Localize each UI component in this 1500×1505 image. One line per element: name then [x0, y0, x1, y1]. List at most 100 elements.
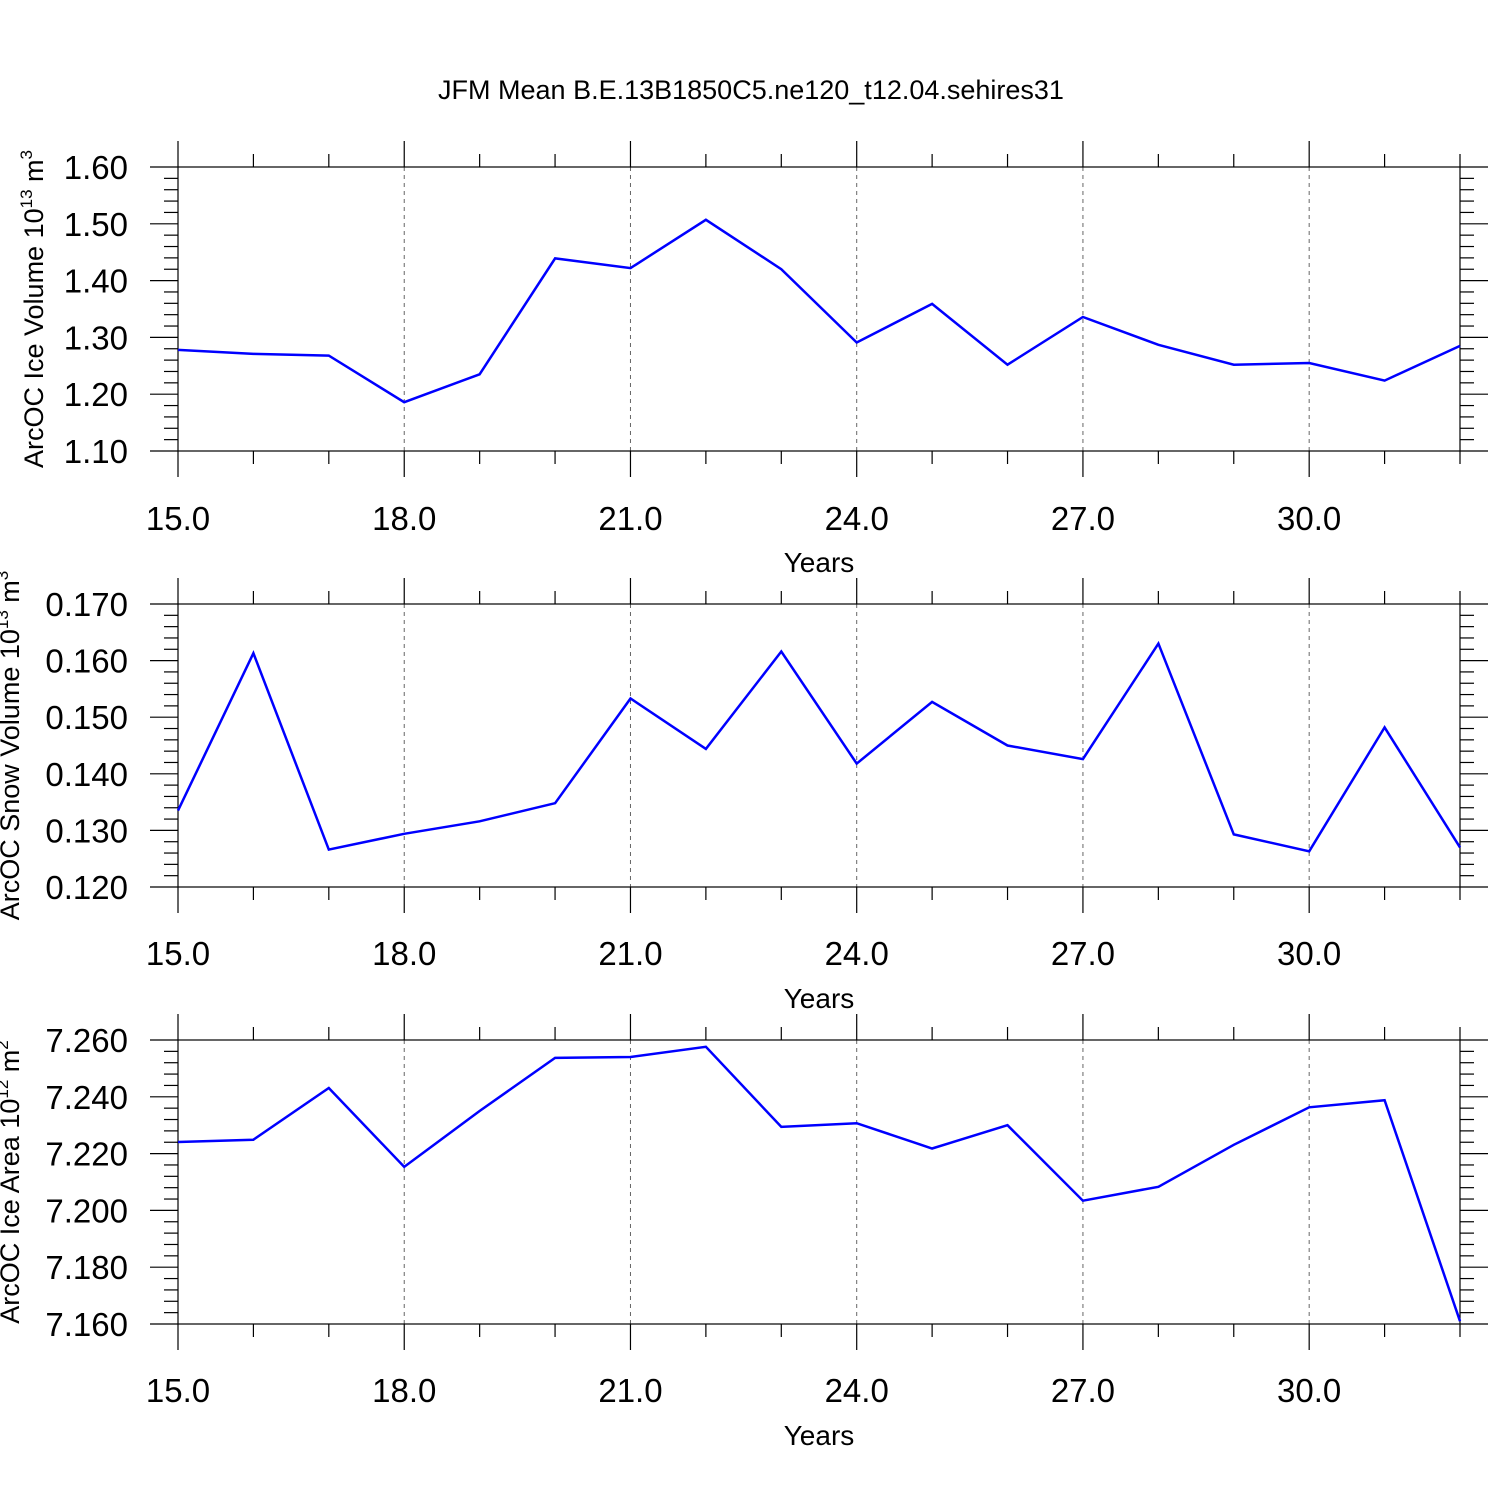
y-axis-label: ArcOC Ice Area 1012 m2: [0, 1040, 25, 1324]
data-point: [856, 1122, 858, 1124]
x-tick-label: 30.0: [1277, 1372, 1341, 1409]
data-point: [177, 349, 179, 351]
y-axis-label-main: ArcOC Ice Area 10: [0, 1099, 25, 1324]
data-point: [1459, 846, 1461, 848]
y-tick-label: 1.10: [64, 433, 128, 470]
x-tick-label: 27.0: [1051, 935, 1115, 972]
data-point: [177, 809, 179, 811]
data-point: [328, 848, 330, 850]
x-tick-label: 15.0: [146, 935, 210, 972]
data-point: [1082, 1200, 1084, 1202]
y-tick-label: 7.260: [45, 1022, 128, 1059]
data-point: [554, 802, 556, 804]
x-tick-label: 30.0: [1277, 935, 1341, 972]
figure-title: JFM Mean B.E.13B1850C5.ne120_t12.04.sehi…: [438, 75, 1064, 105]
data-point: [705, 748, 707, 750]
data-point: [705, 1046, 707, 1048]
x-tick-label: 27.0: [1051, 1372, 1115, 1409]
data-point: [629, 697, 631, 699]
data-point: [856, 762, 858, 764]
y-axis-label-exponent: 13: [17, 189, 36, 208]
data-point: [931, 701, 933, 703]
x-tick-label: 15.0: [146, 1372, 210, 1409]
data-point: [856, 341, 858, 343]
y-tick-label: 0.120: [45, 869, 128, 906]
y-tick-label: 1.20: [64, 376, 128, 413]
chart-panel-1: 1.10 1.20 1.30 1.40 1.50 1.60 15.0 18.0 21.0 24.0…: [17, 141, 1488, 578]
data-point: [780, 1126, 782, 1128]
y-tick-label: 0.140: [45, 756, 128, 793]
data-point: [629, 267, 631, 269]
data-point: [252, 652, 254, 654]
y-tick-label: 7.160: [45, 1306, 128, 1343]
x-tick-label: 21.0: [598, 500, 662, 537]
y-axis-label: ArcOC Ice Volume 1013 m3: [17, 150, 49, 468]
x-tick-label: 21.0: [598, 935, 662, 972]
y-axis-label-main: ArcOC Ice Volume 10: [19, 208, 49, 468]
data-point: [1308, 362, 1310, 364]
y-axis-label-main: ArcOC Snow Volume 10: [0, 629, 25, 920]
data-point: [1006, 1124, 1008, 1126]
y-axis-label-unit: m: [0, 1050, 25, 1080]
data-point: [780, 650, 782, 652]
data-point: [1006, 744, 1008, 746]
y-tick-label: 0.150: [45, 699, 128, 736]
data-point: [252, 353, 254, 355]
data-point: [252, 1138, 254, 1140]
data-point: [554, 1057, 556, 1059]
data-point: [1157, 344, 1159, 346]
x-axis-label: Years: [784, 1420, 855, 1451]
data-point: [1082, 758, 1084, 760]
y-tick-label: 1.60: [64, 149, 128, 186]
plot-frame: [177, 603, 1461, 888]
data-point: [931, 1147, 933, 1149]
plot-frame: [177, 166, 1461, 452]
y-tick-label: 7.200: [45, 1192, 128, 1229]
data-point: [1233, 363, 1235, 365]
data-point: [780, 268, 782, 270]
chart-panel-2: 0.120 0.130 0.140 0.150 0.160 0.170 15.0 18.0 21…: [0, 571, 1488, 1014]
x-axis-label: Years: [784, 983, 855, 1014]
data-point: [1308, 850, 1310, 852]
data-point: [328, 1087, 330, 1089]
y-axis-label-exponent: 13: [0, 610, 12, 629]
plot-frame: [177, 1039, 1461, 1325]
y-tick-label: 1.30: [64, 319, 128, 356]
data-point: [478, 820, 480, 822]
data-point: [1233, 833, 1235, 835]
y-axis-label-unit: m: [19, 159, 49, 189]
x-tick-label: 24.0: [825, 500, 889, 537]
data-point: [1157, 642, 1159, 644]
data-point: [705, 219, 707, 221]
y-tick-label: 0.130: [45, 812, 128, 849]
data-point: [403, 1166, 405, 1168]
data-point: [554, 257, 556, 259]
data-point: [1383, 1099, 1385, 1101]
data-point: [931, 303, 933, 305]
y-tick-label: 0.160: [45, 643, 128, 680]
data-point: [403, 833, 405, 835]
data-point: [1383, 726, 1385, 728]
data-point: [1383, 379, 1385, 381]
y-tick-label: 1.50: [64, 206, 128, 243]
y-axis-label-unit: m: [0, 580, 25, 610]
y-axis-label-unit-exponent: 2: [0, 1040, 12, 1049]
series-line: [177, 1045, 1462, 1322]
x-tick-label: 18.0: [372, 1372, 436, 1409]
y-tick-label: 7.220: [45, 1136, 128, 1173]
data-point: [1459, 345, 1461, 347]
data-point: [629, 1056, 631, 1058]
x-tick-label: 27.0: [1051, 500, 1115, 537]
x-tick-label: 24.0: [825, 1372, 889, 1409]
y-axis-label: ArcOC Snow Volume 1013 m3: [0, 571, 25, 921]
y-axis-label-unit-exponent: 3: [17, 150, 36, 159]
x-tick-label: 15.0: [146, 500, 210, 537]
data-point: [1459, 1320, 1461, 1322]
data-point: [328, 354, 330, 356]
x-tick-label: 21.0: [598, 1372, 662, 1409]
series-line: [176, 640, 1462, 853]
y-tick-label: 7.180: [45, 1249, 128, 1286]
data-point: [403, 401, 405, 403]
data-point: [1233, 1144, 1235, 1146]
series-line: [177, 218, 1461, 404]
